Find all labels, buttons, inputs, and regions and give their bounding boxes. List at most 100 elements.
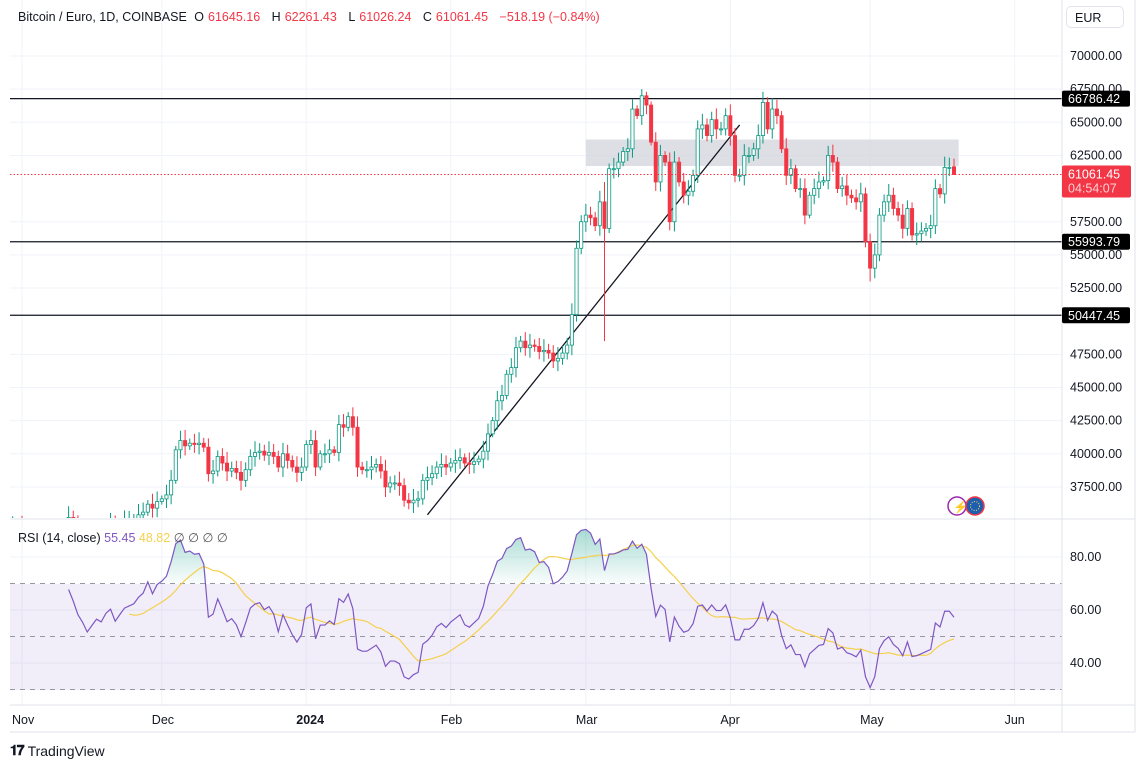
candle-body xyxy=(159,498,164,502)
candle-body xyxy=(183,440,188,447)
candle-body xyxy=(635,108,640,117)
indicator-icons[interactable]: ⚡ xyxy=(947,496,985,516)
price-tick-label: 70000.00 xyxy=(1070,49,1122,63)
symbol-title: Bitcoin / Euro, 1D, COINBASE xyxy=(18,10,187,24)
candle-body xyxy=(6,540,9,547)
candle-body xyxy=(136,514,141,518)
candle-body xyxy=(458,457,463,461)
candle-body xyxy=(201,442,206,448)
candle-body xyxy=(472,461,477,465)
time-tick-label: May xyxy=(860,713,884,727)
axes[interactable]: 70000.0067500.0065000.0062500.0057500.00… xyxy=(12,49,1131,727)
candle-body xyxy=(341,424,346,428)
candle-body xyxy=(155,501,160,509)
candle-body xyxy=(770,108,775,130)
candle-body xyxy=(76,523,79,530)
candle-body xyxy=(252,452,257,457)
candle-body xyxy=(653,141,658,183)
candle-body xyxy=(555,357,560,362)
candle-body xyxy=(597,201,602,227)
candle-body xyxy=(322,453,327,456)
candle-body xyxy=(141,511,146,516)
candle-body xyxy=(751,148,756,156)
rsi-extra: ∅ xyxy=(188,531,199,545)
rsi-value: 55.45 xyxy=(104,531,136,545)
rsi-title: RSI (14, close) xyxy=(18,531,101,545)
candle-body xyxy=(602,201,607,229)
candle-body xyxy=(444,464,449,468)
candle-body xyxy=(2,547,5,548)
candle-body xyxy=(830,155,835,163)
candle-body xyxy=(192,442,197,445)
tradingview-logo[interactable]: 𝟏𝟕 TradingView xyxy=(10,742,105,759)
candle-body xyxy=(835,161,840,190)
candle-body xyxy=(644,95,649,106)
candle-body xyxy=(304,444,309,468)
candle-body xyxy=(150,503,155,509)
candle-body xyxy=(914,233,919,236)
candle-body xyxy=(551,352,556,362)
candle-body xyxy=(882,201,887,216)
close-label: C xyxy=(422,10,432,24)
level-price-badge xyxy=(1062,90,1130,107)
candle-body xyxy=(854,197,859,203)
candle-body xyxy=(523,340,528,349)
candle-body xyxy=(807,194,812,216)
candle-body xyxy=(681,181,686,196)
candle-body xyxy=(928,225,933,229)
time-tick-label: Dec xyxy=(152,713,174,727)
candle-body xyxy=(541,349,546,353)
price-tick-label: 42500.00 xyxy=(1070,414,1122,428)
candle-body xyxy=(118,525,121,529)
candle-body xyxy=(732,135,737,176)
candle-body xyxy=(128,520,131,521)
candle-body xyxy=(434,466,439,475)
candle-body xyxy=(700,124,705,130)
rsi-extra: ∅ xyxy=(216,531,228,545)
candle-body xyxy=(411,499,416,504)
change-value: −518.19 (−0.84%) xyxy=(499,10,600,24)
candle-body xyxy=(360,466,365,471)
candle-body xyxy=(239,471,244,481)
candle-body xyxy=(774,108,779,117)
candle-body xyxy=(938,188,943,195)
candle-body xyxy=(886,194,891,203)
symbol-legend[interactable]: Bitcoin / Euro, 1D, COINBASE O 61645.16 H… xyxy=(18,10,604,24)
currency-button[interactable]: EUR xyxy=(1066,6,1124,28)
candle-body xyxy=(243,469,248,481)
candle-body xyxy=(802,188,807,216)
candle-body xyxy=(490,420,495,435)
candle-body xyxy=(109,524,112,527)
rsi-pane[interactable] xyxy=(10,528,1062,690)
time-tick-label: Feb xyxy=(441,713,463,727)
candle-body xyxy=(378,464,383,472)
candle-body xyxy=(616,161,621,170)
candle-body xyxy=(280,453,285,468)
candle-body xyxy=(924,227,929,232)
candle-body xyxy=(569,314,574,346)
resistance-zone xyxy=(585,139,959,167)
time-tick-label: Apr xyxy=(720,713,739,727)
candle-body xyxy=(257,450,262,453)
candle-body xyxy=(114,524,117,529)
candle-body xyxy=(742,155,747,176)
eu-flag-icon[interactable] xyxy=(965,496,985,516)
candle-body xyxy=(495,400,500,422)
candle-body xyxy=(947,166,952,169)
candle-body xyxy=(658,155,663,183)
rsi-band-fill xyxy=(10,584,1062,690)
high-value: 62261.43 xyxy=(284,10,337,24)
candle-body xyxy=(448,462,453,468)
price-pane[interactable] xyxy=(2,89,1062,556)
rsi-overbought-fill xyxy=(68,529,955,584)
candle-body xyxy=(663,155,668,163)
price-tick-label: 47500.00 xyxy=(1070,347,1122,361)
rsi-legend[interactable]: RSI (14, close) 55.45 48.82 ∅ ∅ ∅ ∅ xyxy=(18,530,228,545)
candle-body xyxy=(933,188,938,227)
candle-body xyxy=(858,193,863,203)
candle-body xyxy=(574,247,579,315)
candle-body xyxy=(504,373,509,396)
rsi-tick-label: 80.00 xyxy=(1070,550,1101,564)
candle-body xyxy=(290,460,295,468)
